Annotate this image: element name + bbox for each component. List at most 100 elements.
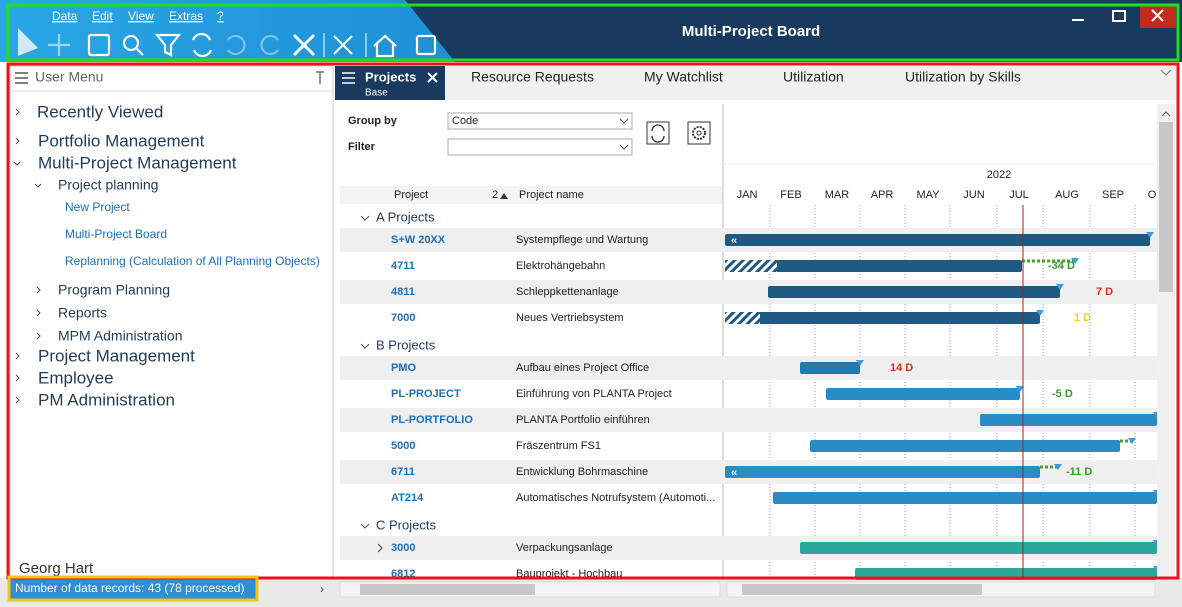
menu-entry[interactable]: Multi-Project Board [65,227,167,241]
month-label: JUN [963,189,984,201]
menu-entry[interactable]: Program Planning [58,282,170,298]
settings-button[interactable] [687,121,711,145]
table-header [340,186,723,204]
project-id[interactable]: PL-PORTFOLIO [391,414,473,426]
expander[interactable] [34,183,42,188]
month-label: SEP [1102,189,1124,201]
gantt-bar[interactable] [800,362,860,374]
group-by-select[interactable] [447,112,633,130]
project-id[interactable]: 5000 [391,440,415,452]
gantt-actual [725,312,760,324]
menu-entry[interactable]: Portfolio Management [38,131,205,150]
gantt-bar[interactable] [980,414,1157,426]
menu-entry[interactable]: Recently Viewed [37,102,163,121]
project-name: Einführung von PLANTA Project [516,388,672,400]
project-name: PLANTA Portfolio einführen [516,414,650,426]
sidebar-header: User Menu [35,69,103,85]
sort-index: 2 [492,189,498,201]
menu-item[interactable]: Data [52,9,78,23]
project-id[interactable]: 3000 [391,542,415,554]
project-id[interactable]: PL-PROJECT [391,388,461,400]
menu-entry[interactable]: Reports [58,305,107,321]
menu-entry[interactable]: New Project [65,200,130,214]
expander[interactable] [15,374,20,382]
gantt-bar[interactable] [800,542,1157,554]
tab-label[interactable]: My Watchlist [644,69,723,85]
tab-label[interactable]: Projects [365,69,416,84]
project-id[interactable]: 6711 [391,466,415,478]
back-arrow: « [731,235,737,247]
tools-icon[interactable] [333,35,353,55]
project-id[interactable]: 7000 [391,312,415,324]
gantt-bar[interactable] [826,388,1020,400]
search-icon[interactable] [122,34,140,52]
menu-item[interactable]: Edit [92,9,113,23]
gantt-bar[interactable] [725,312,1040,324]
menu-item[interactable]: ? [217,9,224,23]
menu-entry[interactable]: Employee [38,368,114,387]
project-id[interactable]: 4711 [391,260,415,272]
home-icon[interactable] [373,34,397,58]
maximize[interactable] [1112,10,1126,22]
gantt-bar[interactable] [725,234,1150,246]
menu-entry[interactable]: PM Administration [38,390,175,409]
tab-label[interactable]: Utilization [783,69,844,85]
expander[interactable] [15,108,20,116]
filter-select[interactable] [447,138,633,156]
close-icon[interactable] [292,33,316,57]
new-icon[interactable] [48,34,70,56]
project-id[interactable]: AT214 [391,492,424,504]
gantt-bar[interactable] [810,440,1120,452]
menu-entry[interactable]: Project planning [58,177,158,193]
status-box [10,578,257,600]
row-expander[interactable] [377,543,383,553]
user-name: Georg Hart [19,560,94,577]
menu-entry[interactable]: Project Management [38,346,195,365]
row-stripe [340,356,1157,380]
expander[interactable] [15,396,20,404]
gantt-bar[interactable] [773,492,1157,504]
expander[interactable] [36,286,41,294]
undo-icon[interactable] [227,34,246,56]
calendar-icon[interactable] [415,34,437,56]
group-by-label: Group by [348,115,398,127]
project-id[interactable]: PMO [391,362,417,374]
expander[interactable] [15,352,20,360]
month-label: FEB [780,189,801,201]
tab-label[interactable]: Resource Requests [471,69,594,85]
toolbar [18,28,437,58]
group-label: C Projects [376,517,436,532]
logo [18,28,38,56]
gantt-bar[interactable] [768,286,1060,298]
month-label: AUG [1055,189,1079,201]
gantt-actual [725,260,777,272]
delay-label: 7 D [1096,286,1113,298]
status-text: Number of data records: 43 (78 processed… [15,581,244,595]
menu-entry[interactable]: Multi-Project Management [38,153,237,172]
group-expander[interactable] [360,523,370,529]
delay-label: -34 D [1048,260,1075,272]
expander[interactable] [15,137,20,145]
group-expander[interactable] [360,215,370,221]
gantt-bar[interactable] [725,466,1040,478]
menu-entry[interactable]: MPM Administration [58,328,182,344]
project-id[interactable]: 4811 [391,286,415,298]
tab-label[interactable]: Utilization by Skills [905,69,1021,85]
expander[interactable] [13,161,21,166]
save-icon[interactable] [87,33,111,57]
milestone [1054,464,1062,470]
redo-icon[interactable] [260,34,279,56]
refresh-icon[interactable] [191,32,213,58]
milestone [1128,438,1136,444]
expander[interactable] [36,332,41,340]
filter-icon[interactable] [154,33,182,57]
project-name: Systempflege und Wartung [516,234,648,246]
menu-item[interactable]: View [128,9,154,23]
gantt-bar[interactable] [725,260,1022,272]
group-expander[interactable] [360,343,370,349]
expander[interactable] [36,309,41,317]
project-name: Neues Vertriebsystem [516,312,624,324]
menu-item[interactable]: Extras [169,9,203,23]
project-id[interactable]: S+W 20XX [391,234,446,246]
menu-entry[interactable]: Replanning (Calculation of All Planning … [65,254,320,268]
